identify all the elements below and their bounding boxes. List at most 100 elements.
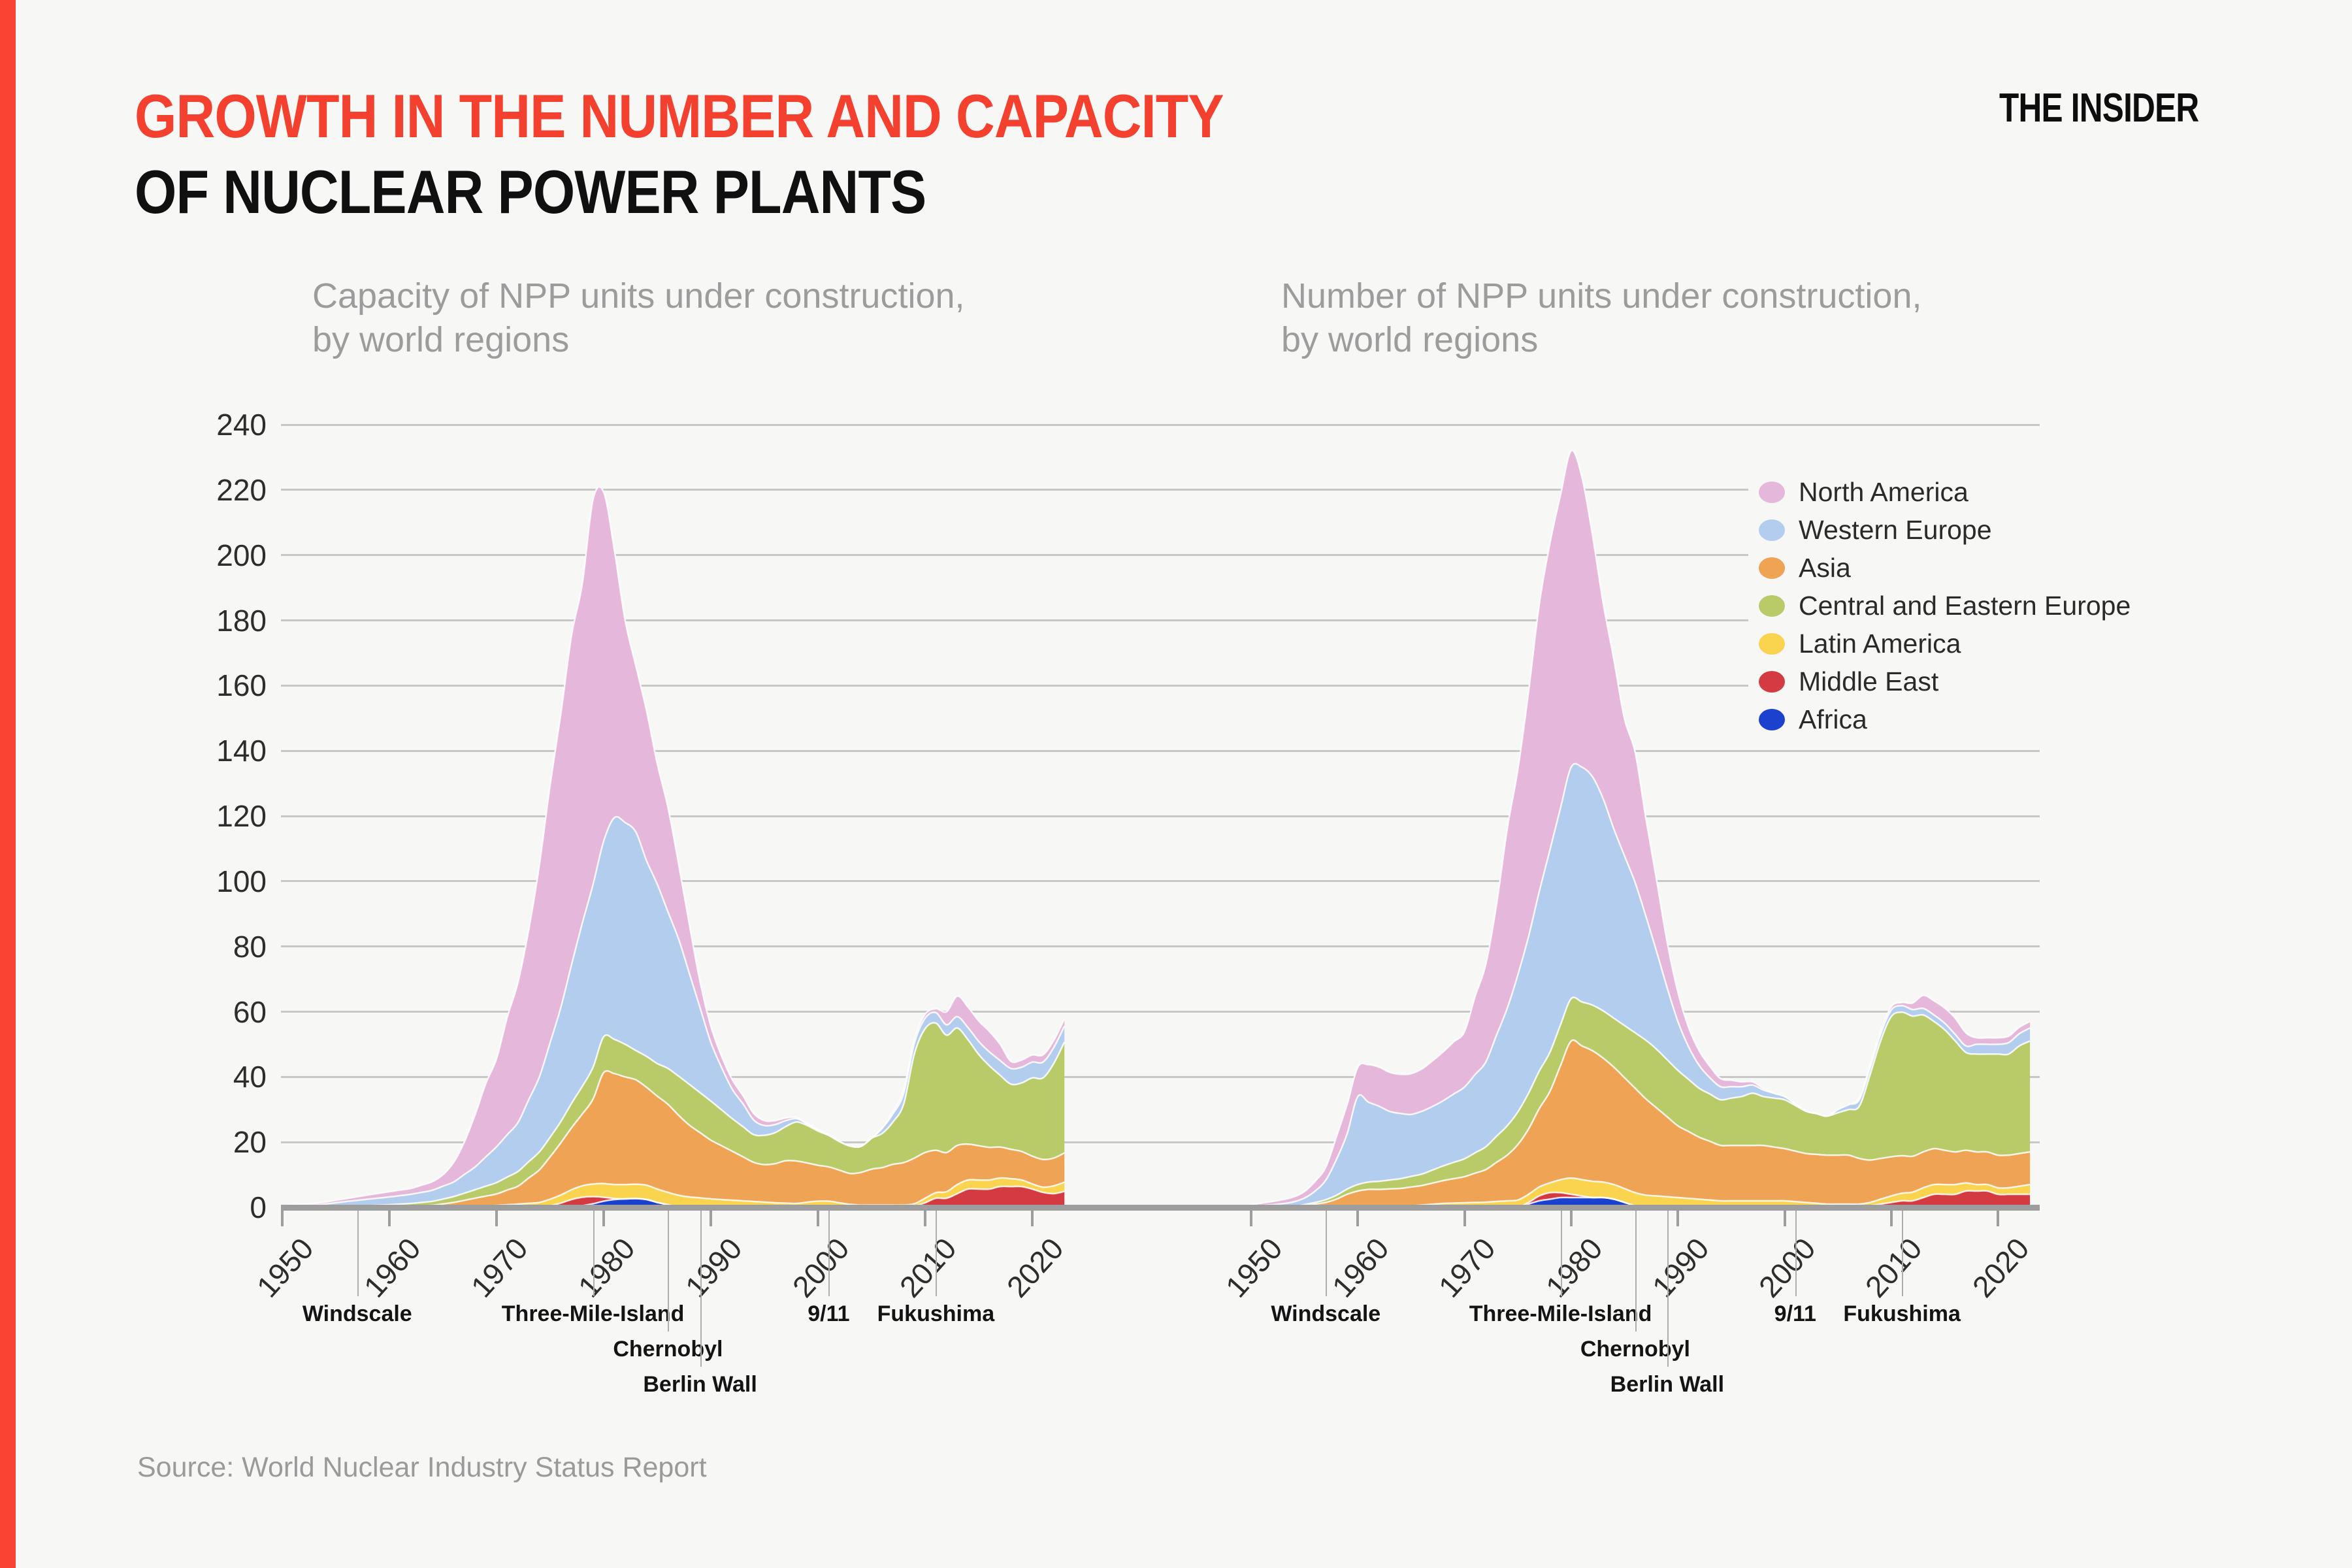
gridline-200 — [281, 554, 2040, 557]
chart-subtitle: Number of NPP units under construction, b… — [1281, 276, 1922, 359]
gridline-60 — [281, 1011, 2040, 1013]
x-tick-1990 — [1676, 1211, 1680, 1226]
x-tick-1980 — [1569, 1211, 1573, 1226]
event-line-fukushima — [936, 1210, 938, 1296]
event-label: 9/11 — [1774, 1301, 1816, 1326]
x-tick-1970 — [495, 1211, 498, 1226]
area-north-america — [282, 487, 1065, 1207]
legend-item-label: Latin America — [1799, 628, 1961, 659]
x-tick-1950 — [1250, 1211, 1252, 1226]
area-outline — [1251, 762, 2031, 1207]
area-outline — [282, 486, 1065, 1207]
gridline-220 — [281, 489, 2040, 491]
units-area-chart — [1251, 449, 2031, 1207]
gridline-120 — [281, 815, 2040, 817]
accent-bar — [0, 0, 16, 1568]
event-line-windscale — [357, 1210, 359, 1296]
x-tick-1960 — [1356, 1211, 1360, 1226]
page-title-line2: OF NUCLEAR POWER PLANTS — [135, 157, 926, 226]
event-line-fukushima — [1902, 1210, 1904, 1296]
event-line-berlin-wall — [700, 1210, 702, 1367]
event-label: Windscale — [302, 1301, 412, 1326]
legend-item: North America — [1759, 473, 1968, 511]
x-tick-1970 — [1463, 1211, 1466, 1226]
y-axis-label: 0 — [250, 1190, 267, 1224]
event-label: 9/11 — [808, 1301, 850, 1326]
x-tick-2020 — [1997, 1211, 2000, 1226]
x-axis-label: 2010 — [892, 1231, 963, 1304]
legend-swatch-icon — [1759, 670, 1785, 693]
area-outline — [282, 815, 1065, 1207]
x-axis-label: 2010 — [1859, 1231, 1929, 1304]
y-axis-label: 140 — [216, 734, 267, 768]
event-line-windscale — [1326, 1210, 1328, 1296]
x-axis-label: 1980 — [1539, 1231, 1609, 1304]
y-axis-label: 20 — [233, 1125, 267, 1160]
y-axis-label: 60 — [233, 994, 267, 1029]
x-tick-1990 — [710, 1211, 712, 1226]
area-outline — [1251, 449, 2031, 1206]
x-tick-1980 — [602, 1211, 605, 1226]
x-tick-2000 — [1783, 1211, 1786, 1226]
gridline-20 — [281, 1141, 2040, 1143]
y-axis-label: 100 — [216, 864, 267, 898]
event-line-three-mile-island — [593, 1210, 595, 1296]
area-outline — [1251, 1039, 2031, 1207]
legend-item: Africa — [1759, 700, 1867, 738]
the-insider-logo: THE INSIDER — [1999, 86, 2199, 131]
area-western-europe — [1251, 763, 2031, 1207]
page-title-line1: GROWTH IN THE NUMBER AND CAPACITY — [135, 82, 1224, 150]
gridline-240 — [281, 423, 2040, 426]
legend-item: Western Europe — [1759, 511, 1992, 549]
event-label: Chernobyl — [1580, 1337, 1690, 1362]
legend-swatch-icon — [1759, 519, 1785, 541]
x-axis-label: 2020 — [1000, 1231, 1070, 1304]
gridline-100 — [281, 880, 2040, 883]
y-axis-label: 240 — [216, 408, 267, 442]
x-axis-label: 1980 — [571, 1231, 642, 1304]
capacity-area-chart — [282, 486, 1065, 1207]
event-label: Fukushima — [1843, 1301, 1961, 1326]
x-axis-label: 1960 — [1325, 1231, 1396, 1304]
legend-item-label: Central and Eastern Europe — [1799, 590, 2131, 621]
y-axis-label: 80 — [233, 929, 267, 964]
chart-subtitle: Capacity of NPP units under construction… — [312, 276, 965, 359]
y-axis-label: 220 — [216, 472, 267, 507]
y-axis-label: 180 — [216, 603, 267, 638]
area-outline — [1251, 996, 2031, 1207]
y-axis-label: 120 — [216, 799, 267, 833]
event-line-berlin-wall — [1667, 1210, 1669, 1367]
event-label: Berlin Wall — [1610, 1372, 1725, 1397]
gridline-40 — [281, 1075, 2040, 1078]
event-label: Berlin Wall — [643, 1372, 757, 1397]
x-axis-label: 1970 — [464, 1231, 534, 1304]
gridline-180 — [281, 619, 2040, 621]
x-tick-2000 — [817, 1211, 819, 1226]
x-tick-2020 — [1031, 1211, 1034, 1226]
legend-swatch-icon — [1759, 595, 1785, 617]
legend-swatch-icon — [1759, 557, 1785, 579]
legend-item: Central and Eastern Europe — [1759, 587, 2131, 625]
x-axis-label: 2020 — [1965, 1231, 2036, 1304]
gridline-80 — [281, 945, 2040, 948]
y-axis-label: 40 — [233, 1060, 267, 1094]
legend-item: Asia — [1759, 549, 1851, 587]
event-line-chernobyl — [668, 1210, 670, 1331]
gridline-160 — [281, 684, 2040, 687]
area-latin-america — [1251, 1178, 2031, 1207]
x-axis-label: 2000 — [785, 1231, 856, 1304]
x-axis-label: 1990 — [678, 1231, 749, 1304]
area-western-europe — [282, 817, 1065, 1207]
event-line-three-mile-island — [1560, 1210, 1562, 1296]
area-asia — [1251, 1040, 2031, 1207]
gridline-140 — [281, 749, 2040, 752]
source-note: Source: World Nuclear Industry Status Re… — [137, 1452, 707, 1483]
event-label: Chernobyl — [613, 1337, 723, 1362]
x-tick-1950 — [281, 1211, 284, 1226]
event-line-9-11 — [828, 1210, 830, 1296]
page-title: GROWTH IN THE NUMBER AND CAPACITY OF NUC… — [135, 78, 1372, 230]
x-axis-line — [281, 1205, 2040, 1211]
legend-item: Middle East — [1759, 662, 1938, 700]
legend-item: Latin America — [1759, 625, 1961, 662]
y-axis-label: 200 — [216, 538, 267, 572]
